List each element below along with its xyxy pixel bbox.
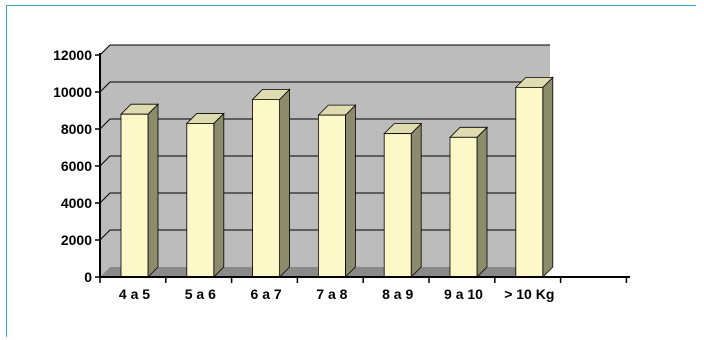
bar-side (213, 112, 225, 278)
bar-front (515, 86, 544, 278)
bar-side (279, 88, 291, 278)
bar (449, 126, 488, 278)
x-tick-label: 6 a 7 (251, 286, 282, 302)
bar-front (186, 123, 215, 278)
x-tick-label: 8 a 9 (382, 286, 413, 302)
bar (317, 104, 357, 278)
x-tick-label: 9 a 10 (444, 286, 483, 302)
bar-front (252, 99, 281, 278)
bar (251, 88, 291, 278)
bar (185, 112, 225, 278)
x-tick-label: 4 a 5 (119, 286, 150, 302)
x-tick-label: 5 a 6 (185, 286, 216, 302)
axes (95, 53, 630, 283)
bar (514, 76, 554, 278)
bar-front (317, 114, 346, 278)
y-tick-label: 0 (84, 269, 92, 285)
bar-side (410, 122, 422, 278)
bar-side (344, 104, 356, 278)
bars (120, 76, 554, 278)
y-tick-label: 12000 (53, 47, 92, 63)
gridline (99, 44, 550, 56)
bar-front (120, 113, 149, 278)
y-tick-label: 10000 (53, 84, 92, 100)
chart-frame (6, 5, 696, 337)
y-axis-tick-labels: 0 2000 4000 6000 8000 10000 12000 (53, 47, 92, 285)
y-tick-label: 8000 (61, 121, 92, 137)
gridline (99, 81, 550, 93)
bar-front (383, 133, 412, 278)
x-tick-label: > 10 Kg (504, 286, 554, 302)
y-tick-label: 2000 (61, 232, 92, 248)
y-tick-label: 6000 (61, 158, 92, 174)
x-tick-label: 7 a 8 (316, 286, 347, 302)
gridline (99, 118, 550, 130)
bar-side (542, 76, 554, 278)
x-axis-tick-labels: 4 a 5 5 a 6 6 a 7 7 a 8 8 a 9 9 a 10 > 10 Kg (119, 286, 554, 302)
bar-side (147, 103, 159, 278)
gridlines (99, 44, 550, 241)
bar (383, 122, 423, 278)
bar-side (476, 126, 488, 278)
y-tick-label: 4000 (61, 195, 92, 211)
bar-front (449, 136, 478, 278)
bar (120, 103, 159, 278)
